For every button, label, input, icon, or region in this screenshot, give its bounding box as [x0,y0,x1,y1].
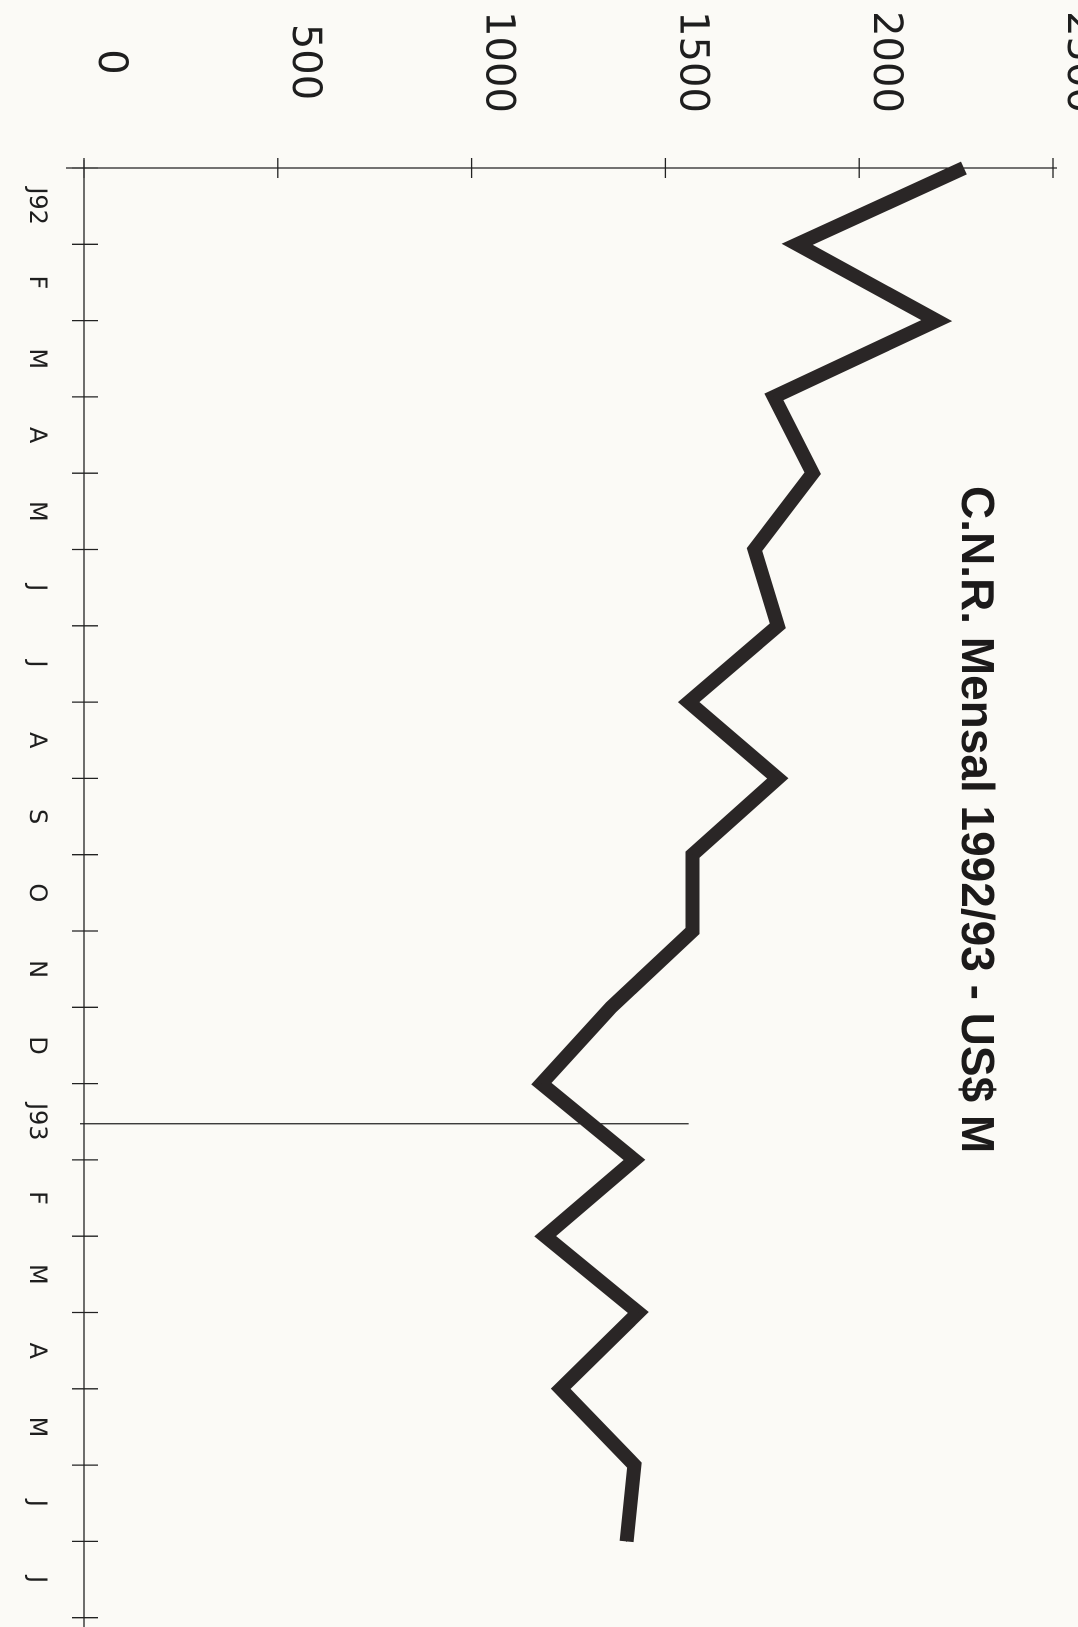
data-point [796,243,798,245]
category-tick-label: A [24,1342,52,1359]
chart-title: C.N.R. Mensal 1992/93 - US$ M [952,486,1004,1153]
data-point [777,625,779,627]
value-axis: 0 500 1000 1500 2000 2500 [66,11,1078,178]
data-point [936,320,938,322]
category-tick-label: M [24,501,52,522]
data-point [692,854,694,856]
data-point [754,549,756,550]
data-point [633,1159,635,1161]
value-tick-label: 2500 [1058,11,1078,113]
data-point [626,1540,628,1542]
category-tick-label: J [24,582,52,591]
data-point [544,1235,546,1237]
category-tick-label: O [24,883,52,902]
value-tick-label: 2000 [864,11,910,113]
data-point [773,396,775,398]
data-point [610,1006,612,1008]
value-tick-label: 500 [283,24,329,100]
value-tick-label: 0 [89,49,135,74]
value-tick-label: 1500 [670,11,716,113]
data-point [777,777,779,779]
data-point [963,167,965,169]
category-tick-label: F [24,1191,52,1205]
category-tick-label: J [24,1498,52,1507]
category-tick-label: F [24,276,52,290]
series-line [531,161,967,1543]
category-tick-label: S [24,809,52,824]
category-tick-label: A [24,427,52,444]
data-point [637,1312,639,1313]
category-tick-label: J93 [24,1101,52,1141]
data-point [560,1388,562,1390]
category-tick-label: A [24,732,52,749]
category-tick-label: J92 [24,185,52,225]
data-point [633,1464,635,1466]
data-point [812,472,814,474]
data-point [692,930,694,932]
category-tick-label: J [24,1574,52,1583]
category-tick-label: N [24,960,52,978]
category-tick-label: M [24,1264,52,1285]
category-tick-label: M [24,348,52,369]
data-point [688,701,690,703]
category-axis: J92FMAMJJASONDJ93FMAMJJA [24,160,98,1627]
category-tick-label: J [24,658,52,667]
data-point [540,1083,542,1085]
value-tick-label: 1000 [477,11,523,113]
category-tick-label: M [24,1417,52,1438]
category-tick-label: D [24,1036,52,1054]
